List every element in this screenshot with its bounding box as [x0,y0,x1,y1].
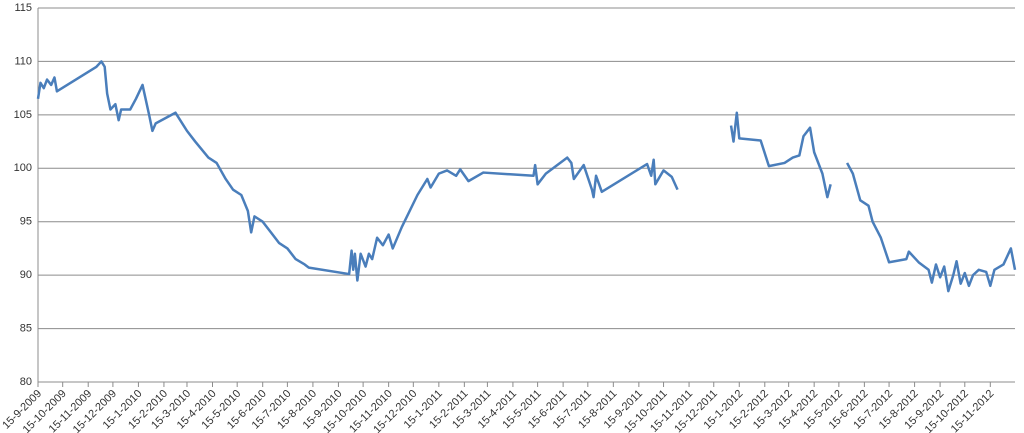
y-tick-label: 105 [14,109,32,121]
y-tick-label: 100 [14,162,32,174]
y-tick-label: 110 [14,55,32,67]
y-tick-label: 115 [14,2,32,14]
y-tick-label: 80 [20,376,32,388]
y-tick-label: 85 [20,322,32,334]
data-line [36,60,1017,293]
y-tick-label: 90 [20,269,32,281]
y-tick-label: 95 [20,216,32,228]
